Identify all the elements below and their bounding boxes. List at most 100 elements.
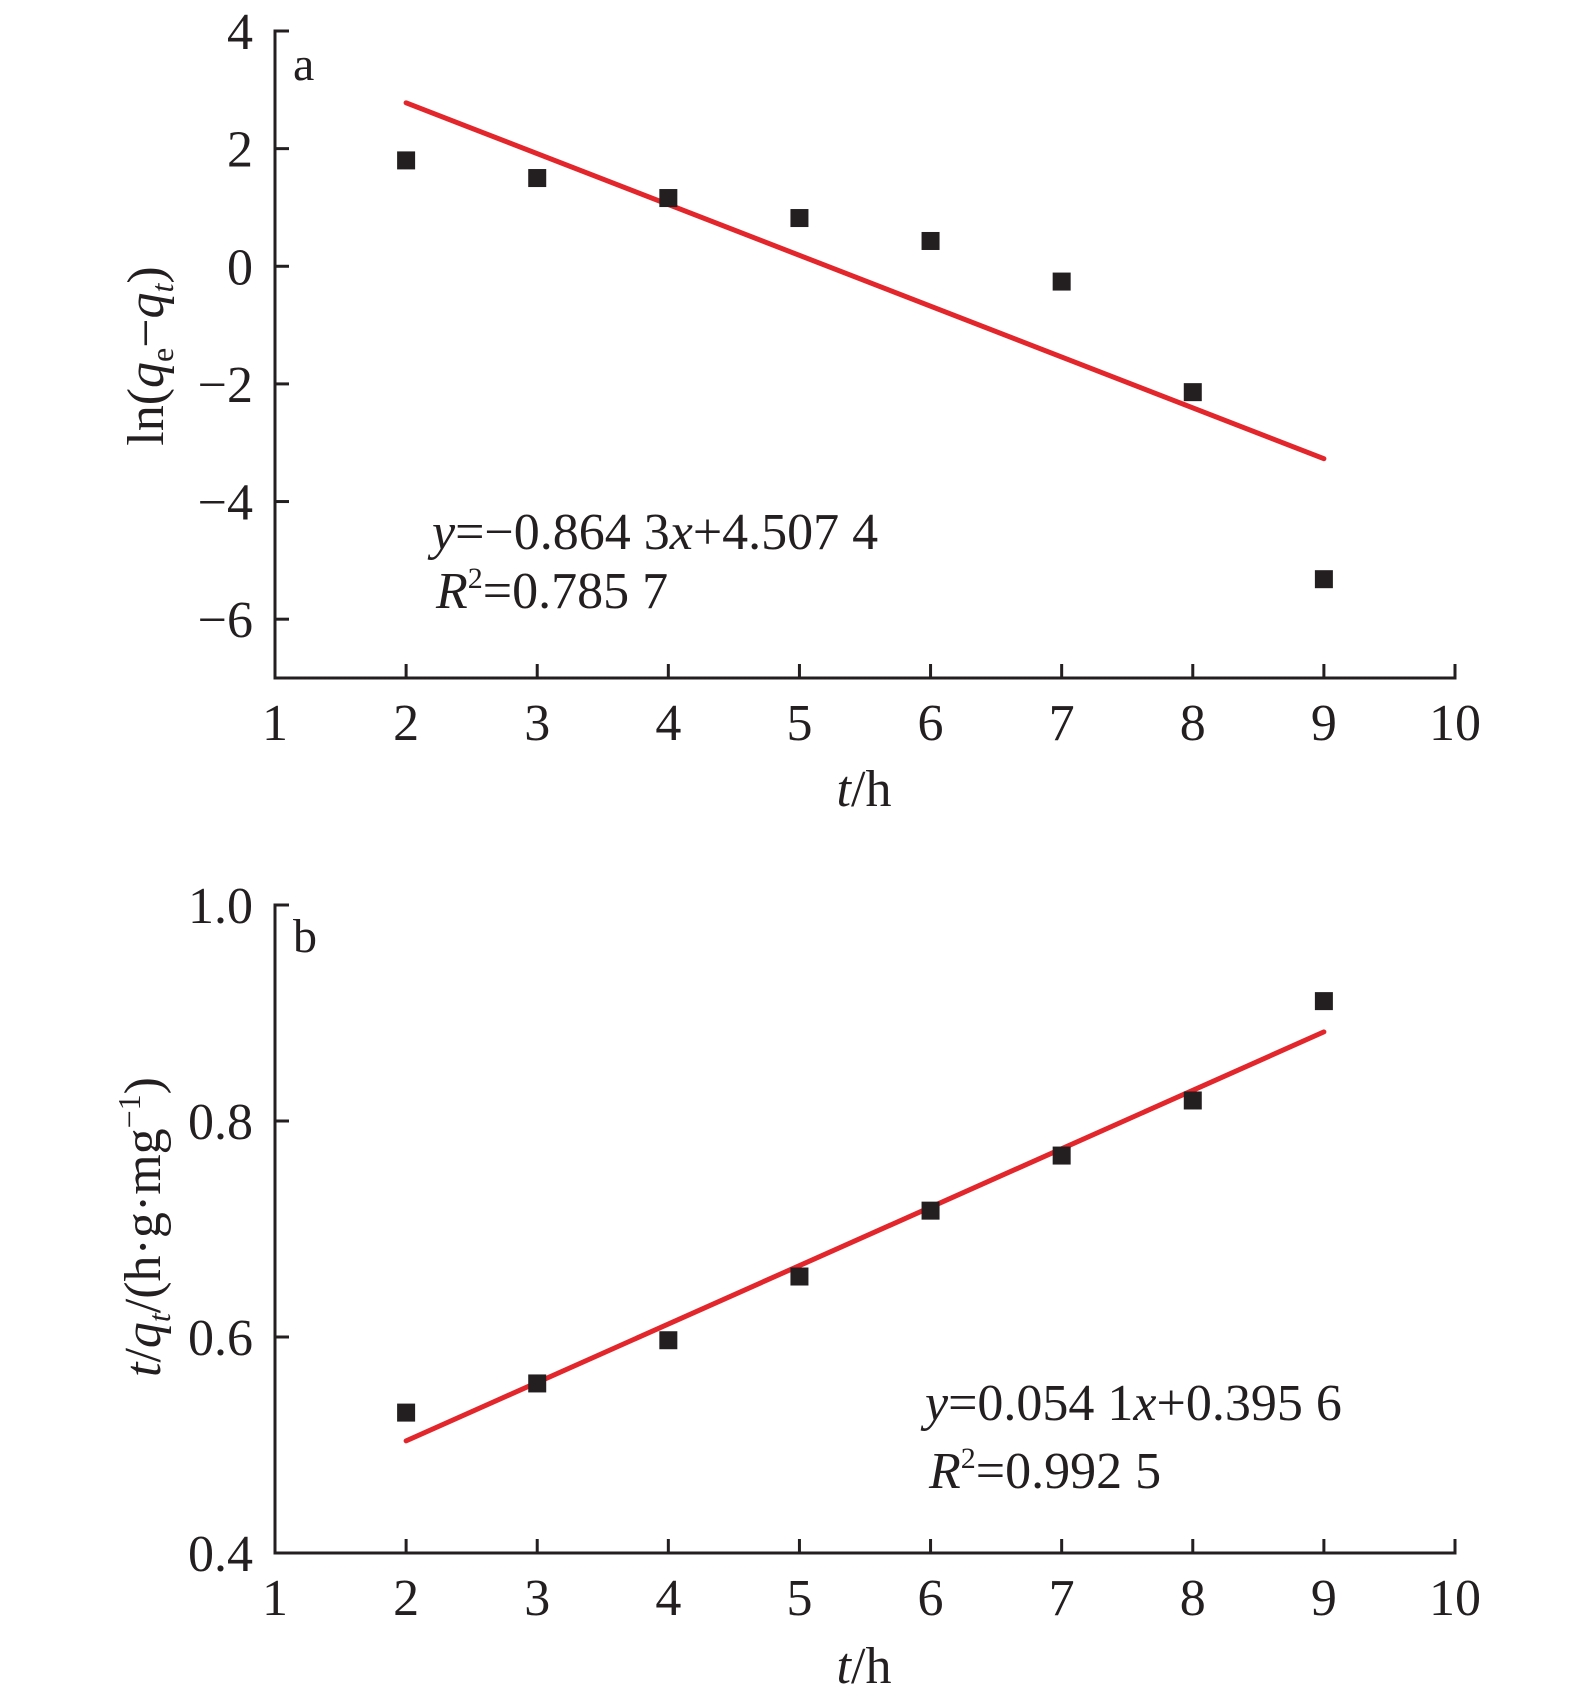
y-tick-label: 2 (227, 122, 253, 179)
y-title-b-sup: −1 (111, 1094, 147, 1128)
fit-line-group-b (403, 1029, 1327, 1444)
eq-b-rest: =0.054 1 (948, 1375, 1133, 1432)
r2-a-R: R (435, 563, 468, 620)
fit-equation-a: y=−0.864 3x+4.507 4 (427, 504, 878, 561)
axes-b (273, 903, 1457, 1555)
data-point (397, 1403, 416, 1422)
data-point (921, 231, 940, 250)
data-point (1314, 570, 1333, 589)
data-point (659, 189, 678, 208)
r2-a-rest: =0.785 7 (483, 563, 668, 620)
r2-b-sup: 2 (961, 1442, 976, 1475)
y-title-a-sub1: e (144, 348, 180, 362)
fit-line (403, 1029, 1327, 1444)
y-tick-label: 1.0 (188, 878, 253, 935)
x-tick-label: 7 (1049, 1570, 1075, 1627)
data-point (790, 1267, 809, 1286)
r-squared-b: R2=0.992 5 (928, 1442, 1161, 1500)
x-axis-title-a: t/h (837, 761, 892, 818)
data-point (659, 1331, 678, 1350)
chart-panel-a: 420−2−4−6 1 2 3 4 5 6 7 8 9 10 a ln(qe−qt) t/h y=… (118, 4, 1481, 818)
y-title-b-slash: / (115, 1348, 172, 1363)
y-title-a-q1: q (118, 362, 175, 388)
y-tick-label: 0.4 (188, 1526, 253, 1583)
x-tick-label: 1 (262, 695, 288, 752)
chart-panel-b: 1.00.80.60.4 1 2 3 4 5 6 7 8 9 10 b t/qt/(h·g·mg−… (111, 878, 1481, 1695)
y-ticks-a: 4 2 0 −2 −4 −6 (198, 4, 289, 649)
y-axis-title-b: t/qt/(h·g·mg−1) (111, 1077, 177, 1377)
x-title-b-t: t (837, 1638, 853, 1695)
x-tick-label: 5 (786, 695, 812, 752)
data-point (1183, 383, 1202, 402)
data-point (921, 1201, 940, 1220)
eq-a-y: y (427, 504, 456, 561)
x-title-a-rest: /h (851, 761, 891, 818)
x-tick-label: 9 (1311, 1570, 1337, 1627)
x-title-a-t: t (837, 761, 853, 818)
data-point (397, 151, 416, 170)
x-tick-label: 4 (655, 1570, 681, 1627)
eq-b-tail: +0.395 6 (1157, 1375, 1342, 1432)
markers-b (397, 992, 1333, 1422)
x-tick-label: 4 (655, 695, 681, 752)
y-title-a-prefix: ln( (118, 388, 175, 446)
x-tick-label: 8 (1180, 1570, 1206, 1627)
x-tick-label: 2 (393, 695, 419, 752)
y-axis-b (273, 903, 1457, 1555)
fit-line-group-a (403, 100, 1327, 462)
x-tick-label: 10 (1429, 695, 1481, 752)
x-title-b-rest: /h (851, 1638, 891, 1695)
x-tick-label: 1 (262, 1570, 288, 1627)
y-tick-label: −4 (198, 475, 253, 532)
r2-a-sup: 2 (468, 562, 483, 595)
y-ticks-b: 1.0 0.8 0.6 0.4 (188, 878, 289, 1583)
x-tick-label: 6 (918, 1570, 944, 1627)
x-tick-label: 6 (918, 695, 944, 752)
r-squared-a: R2=0.785 7 (435, 562, 668, 620)
markers-a (397, 151, 1333, 589)
y-title-b-sub: t (141, 1312, 177, 1322)
x-tick-label: 7 (1049, 695, 1075, 752)
fit-equation-b: y=0.054 1x+0.395 6 (920, 1375, 1342, 1432)
panel-label-a: a (293, 38, 314, 91)
x-tick-label: 8 (1180, 695, 1206, 752)
eq-b-y: y (920, 1375, 949, 1432)
y-title-b-close: ) (115, 1077, 172, 1094)
x-axis-title-b: t/h (837, 1638, 892, 1695)
r2-b-R: R (928, 1443, 961, 1500)
y-axis-title-a: ln(qe−qt) (118, 266, 180, 446)
data-point (1314, 992, 1333, 1011)
fit-line (403, 100, 1327, 462)
eq-b-x: x (1132, 1375, 1156, 1432)
data-point (1052, 1146, 1071, 1165)
x-tick-label: 3 (524, 695, 550, 752)
eq-a-tail: +4.507 4 (693, 504, 878, 561)
x-ticks-a: 1 2 3 4 5 6 7 8 9 10 (262, 664, 1481, 752)
x-tick-label: 9 (1311, 695, 1337, 752)
y-title-a-q2: q (118, 292, 175, 318)
y-title-a-suffix: ) (118, 266, 175, 283)
y-tick-label: 0.6 (188, 1310, 253, 1367)
y-title-b-t: t (115, 1361, 172, 1377)
eq-a-x: x (669, 504, 693, 561)
x-tick-label: 2 (393, 1570, 419, 1627)
y-tick-label: −6 (198, 592, 253, 649)
x-tick-label: 10 (1429, 1570, 1481, 1627)
eq-a-rest: =−0.864 3 (455, 504, 670, 561)
data-point (790, 209, 809, 228)
y-tick-label: −2 (198, 357, 253, 414)
y-title-a-minus: − (118, 318, 175, 347)
x-ticks-b: 1 2 3 4 5 6 7 8 9 10 (262, 1539, 1481, 1627)
y-tick-label: 0 (227, 239, 253, 296)
y-title-a-sub2: t (144, 282, 180, 292)
y-tick-label: 0.8 (188, 1094, 253, 1151)
panel-label-b: b (293, 910, 317, 963)
data-point (528, 1374, 547, 1393)
r2-b-rest: =0.992 5 (976, 1443, 1161, 1500)
x-tick-label: 3 (524, 1570, 550, 1627)
y-title-b-q: q (115, 1322, 172, 1348)
y-tick-label: 4 (227, 4, 253, 61)
data-point (1183, 1091, 1202, 1110)
y-title-b-rest: /(h·g·mg (115, 1128, 172, 1313)
